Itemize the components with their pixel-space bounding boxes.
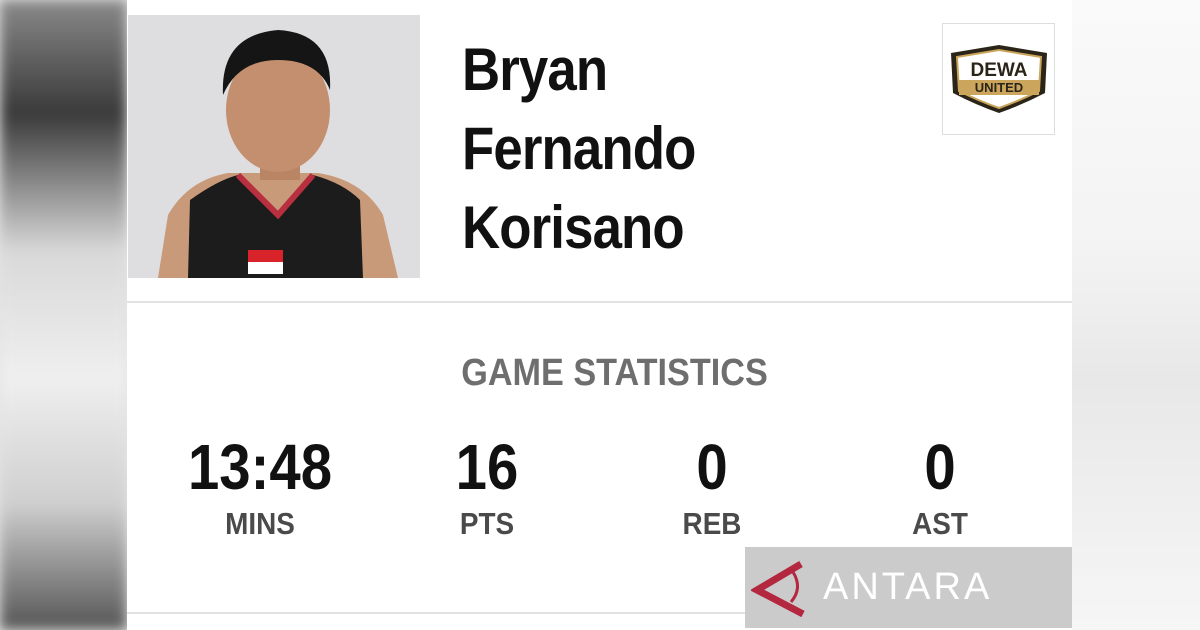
stat-label: MINS: [225, 506, 295, 541]
player-middle-name: Fernando: [462, 115, 696, 182]
player-last-name: Korisano: [462, 194, 685, 261]
player-stat-card: Bryan Fernando Korisano DEWA UNITED GAME…: [127, 0, 1072, 630]
svg-text:UNITED: UNITED: [974, 80, 1022, 95]
player-photo: [128, 15, 420, 278]
stat-label: PTS: [459, 506, 515, 541]
stat-value: 0: [924, 431, 956, 503]
game-statistics-title: GAME STATISTICS: [461, 352, 768, 394]
player-name: Bryan Fernando Korisano: [462, 30, 696, 267]
stat-mins: 13:48 MINS: [150, 430, 370, 544]
stat-ast: 0 AST: [830, 430, 1050, 544]
stat-value: 13:48: [187, 431, 333, 503]
watermark-text: ANTARA: [823, 566, 993, 608]
stat-reb: 0 REB: [602, 430, 822, 544]
stat-pts: 16 PTS: [377, 430, 597, 544]
team-logo: DEWA UNITED: [942, 23, 1055, 135]
svg-text:DEWA: DEWA: [970, 60, 1027, 81]
stat-label: AST: [912, 506, 968, 541]
player-first-name: Bryan: [462, 36, 608, 103]
antara-logo-icon: [751, 560, 805, 617]
stat-value: 16: [455, 431, 519, 503]
stat-label: REB: [682, 506, 742, 541]
divider: [127, 301, 1072, 303]
blurred-background-right: [1072, 0, 1200, 630]
stat-value: 0: [696, 431, 728, 503]
blurred-background-left: [0, 0, 127, 630]
antara-watermark: ANTARA: [745, 547, 1072, 628]
divider: [127, 612, 1072, 614]
